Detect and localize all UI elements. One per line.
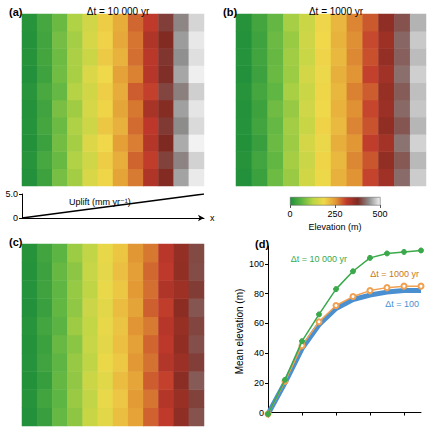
svg-text:20: 20 (254, 378, 264, 388)
svg-text:0: 0 (13, 213, 18, 223)
svg-text:0: 0 (259, 408, 264, 418)
svg-text:60: 60 (254, 318, 264, 328)
svg-text:500: 500 (372, 209, 387, 219)
svg-text:Δt = 10 000 yr: Δt = 10 000 yr (291, 254, 347, 264)
svg-text:5.0: 5.0 (5, 189, 18, 199)
svg-text:Δt = 1000 yr: Δt = 1000 yr (309, 6, 364, 17)
svg-text:(c): (c) (9, 236, 23, 248)
svg-text:(d): (d) (255, 238, 269, 250)
svg-text:Δt = 100: Δt = 100 (385, 299, 419, 309)
svg-text:(a): (a) (9, 6, 23, 18)
svg-text:0: 0 (287, 209, 292, 219)
svg-text:x: x (210, 213, 215, 223)
svg-text:100: 100 (249, 259, 264, 269)
svg-text:Δt = 10 000 yr: Δt = 10 000 yr (87, 6, 150, 17)
svg-text:Uplift (mm yr⁻¹): Uplift (mm yr⁻¹) (68, 196, 131, 207)
svg-text:Elevation (m): Elevation (m) (308, 222, 361, 232)
svg-text:250: 250 (327, 209, 342, 219)
svg-text:Mean elevation (m): Mean elevation (m) (234, 289, 245, 375)
svg-text:(b): (b) (223, 6, 237, 18)
svg-text:80: 80 (254, 289, 264, 299)
svg-text:40: 40 (254, 348, 264, 358)
svg-text:Δt = 1000 yr: Δt = 1000 yr (370, 269, 419, 279)
